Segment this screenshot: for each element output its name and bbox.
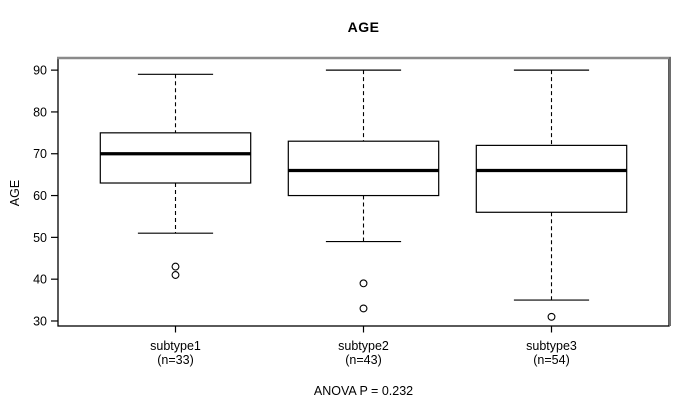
y-tick-label: 40 [33, 273, 47, 287]
outlier-point [547, 312, 556, 321]
category-sublabel: (n=43) [345, 353, 381, 367]
outlier-point [359, 279, 368, 288]
category-label: subtype3 [526, 339, 577, 353]
y-tick-label: 80 [33, 105, 47, 119]
y-tick-label: 90 [33, 64, 47, 78]
y-tick-label: 30 [33, 314, 47, 328]
anova-annotation: ANOVA P = 0.232 [313, 384, 414, 398]
iqr-box [287, 140, 440, 197]
iqr-box [99, 132, 252, 184]
outlier-point [359, 304, 368, 313]
outlier-point [171, 271, 180, 279]
category-label: subtype1 [150, 339, 201, 353]
category-label: subtype2 [338, 339, 389, 353]
y-tick-label: 70 [33, 147, 47, 161]
y-tick-label: 50 [33, 231, 47, 245]
outlier-point [171, 262, 180, 271]
y-tick-label: 60 [33, 189, 47, 203]
chart-title: AGE [347, 19, 380, 35]
category-sublabel: (n=33) [157, 353, 193, 367]
iqr-box [475, 144, 628, 213]
category-sublabel: (n=54) [533, 353, 569, 367]
